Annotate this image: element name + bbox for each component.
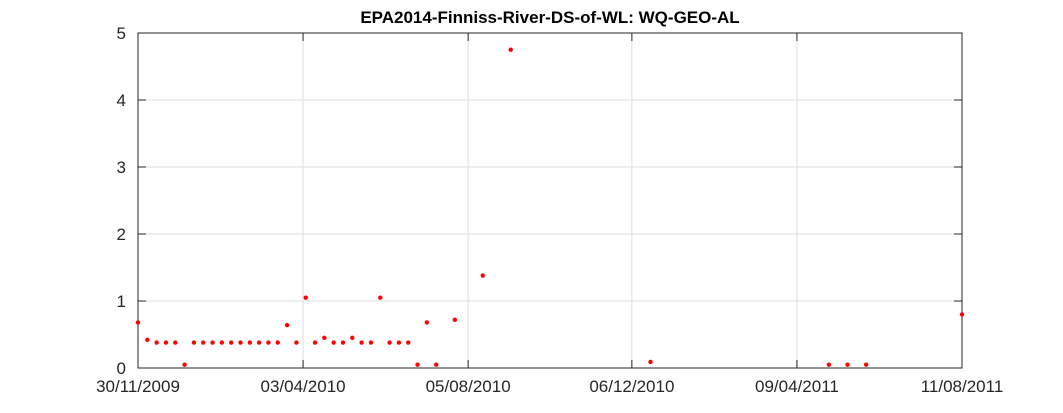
- data-point: [378, 295, 383, 300]
- data-point: [247, 340, 253, 345]
- data-point: [219, 340, 225, 345]
- data-point: [163, 340, 169, 345]
- x-tick-label: 11/08/2011: [921, 377, 1004, 396]
- y-tick-label: 0: [117, 359, 126, 378]
- data-point: [845, 362, 850, 367]
- data-point: [959, 312, 965, 317]
- data-point: [406, 340, 411, 345]
- data-point: [863, 362, 869, 367]
- data-point: [508, 47, 513, 52]
- data-point: [182, 362, 187, 367]
- data-point: [201, 340, 206, 345]
- data-point: [331, 340, 336, 345]
- data-point: [312, 340, 318, 345]
- data-point: [368, 340, 374, 345]
- data-point: [359, 340, 364, 345]
- data-point: [173, 340, 178, 345]
- y-tick-label: 2: [117, 225, 126, 244]
- chart-title: EPA2014-Finniss-River-DS-of-WL: WQ-GEO-A…: [360, 8, 739, 27]
- y-tick-label: 4: [117, 91, 126, 110]
- data-point: [415, 362, 420, 367]
- y-tick-label: 1: [117, 292, 126, 311]
- data-point: [294, 340, 299, 345]
- data-point: [145, 337, 150, 343]
- data-points: [135, 47, 965, 367]
- x-tick-label: 06/12/2010: [589, 377, 674, 396]
- data-point: [275, 340, 280, 345]
- x-tick-label: 05/08/2010: [426, 377, 511, 396]
- y-tick-label: 3: [117, 158, 126, 177]
- x-tick-label: 30/11/2009: [96, 377, 180, 396]
- axis-ticks: 30/11/2009 03/04/2010 05/08/2010 06/12/2010…: [96, 24, 1003, 396]
- data-point: [350, 335, 355, 341]
- data-point: [387, 340, 392, 345]
- y-tick-label: 5: [117, 24, 126, 43]
- data-point: [135, 320, 141, 325]
- data-point: [238, 340, 243, 345]
- grid: [137, 32, 963, 369]
- data-point: [191, 340, 197, 345]
- data-point: [154, 340, 159, 345]
- data-point: [322, 335, 327, 341]
- data-point: [284, 322, 290, 328]
- data-point: [433, 362, 439, 367]
- data-point: [396, 340, 402, 345]
- data-point: [340, 340, 346, 345]
- data-point: [228, 340, 234, 345]
- data-point: [452, 317, 458, 322]
- data-point: [424, 320, 430, 325]
- data-point: [266, 340, 271, 345]
- plot-area: [137, 32, 963, 369]
- data-point: [210, 340, 215, 345]
- data-point: [480, 273, 485, 278]
- data-point: [648, 359, 653, 365]
- data-point: [256, 340, 262, 345]
- x-tick-label: 03/04/2010: [261, 377, 346, 396]
- data-point: [826, 362, 832, 367]
- x-tick-label: 09/04/2011: [755, 377, 839, 396]
- data-point: [303, 295, 308, 300]
